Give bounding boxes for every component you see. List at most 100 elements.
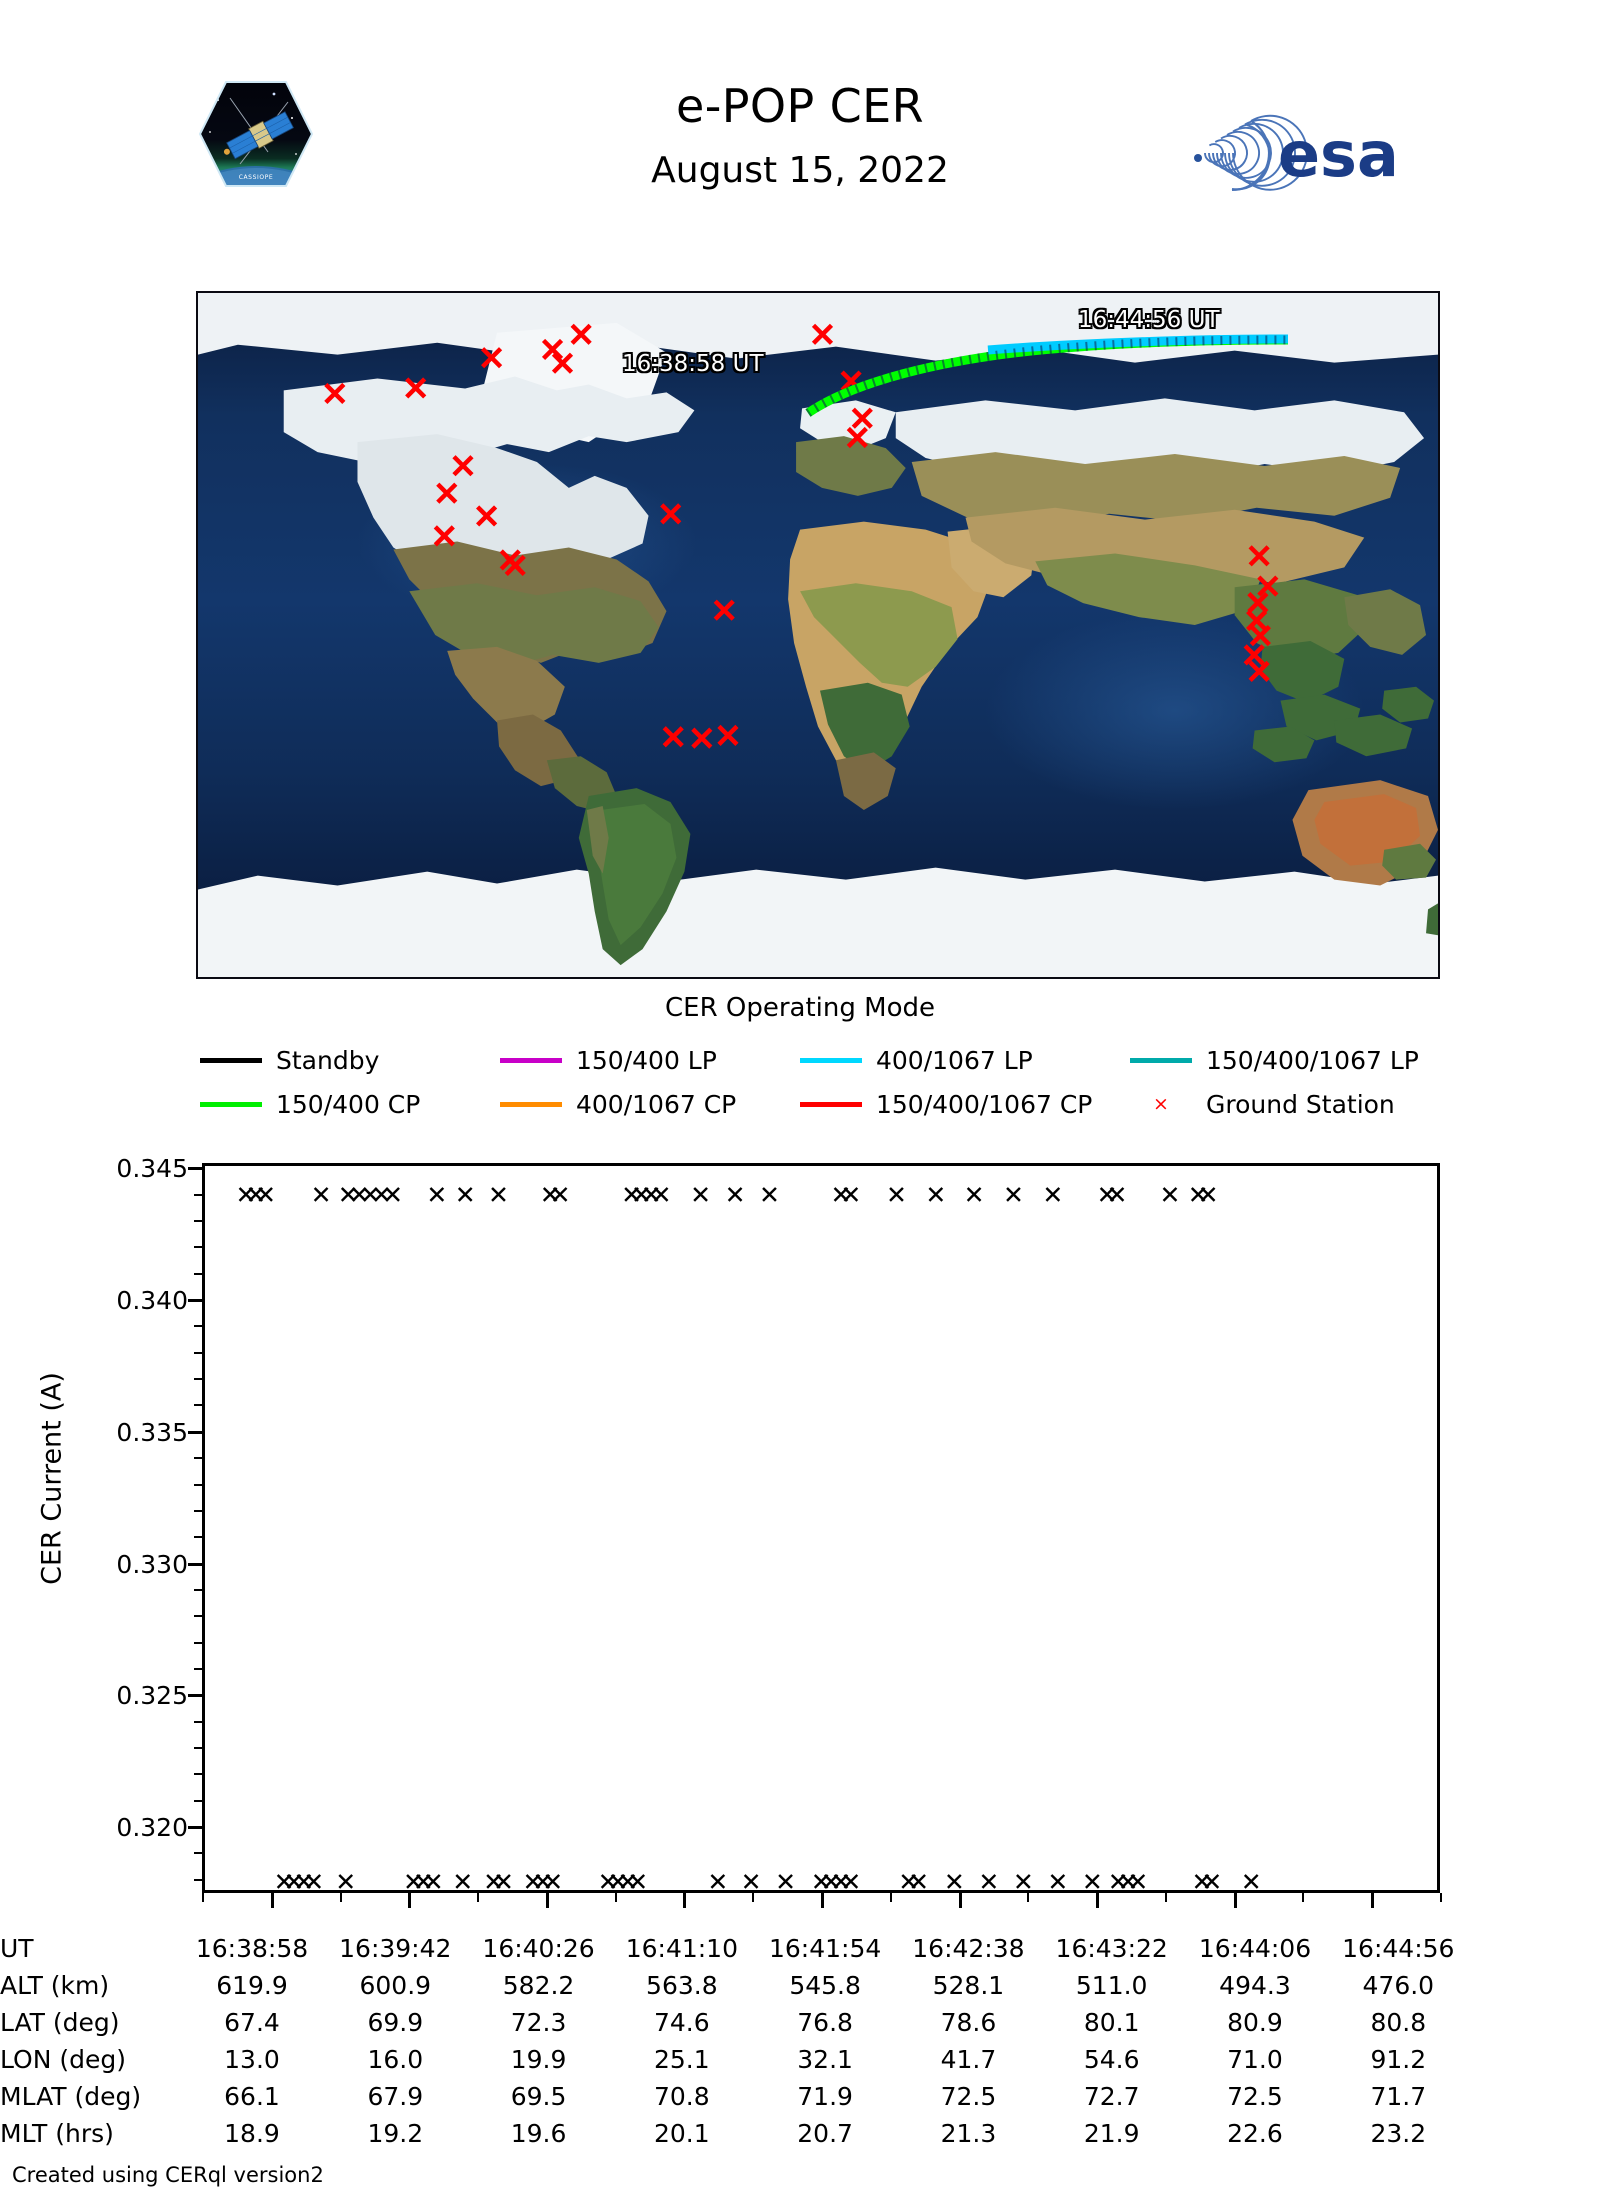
footer-credit: Created using CERql version2 [12, 2163, 324, 2187]
legend-label: 400/1067 CP [576, 1089, 737, 1119]
table-cell: 19.9 [510, 2045, 567, 2074]
track-end-time-label: 16:44:56 UT [1078, 307, 1220, 333]
table-row-label: UT [0, 1934, 34, 1963]
y-tick-label: 0.345 [116, 1154, 188, 1184]
legend-item-150-400-1067-cp[interactable]: 150/400/1067 CP [800, 1090, 1092, 1119]
y-tick-minor [194, 1799, 202, 1802]
y-tick-minor [194, 1852, 202, 1855]
data-point-marker: ✕ [740, 1867, 762, 1897]
data-point-marker: ✕ [492, 1867, 514, 1897]
table-cell: 70.8 [654, 2082, 710, 2111]
data-point-marker: ✕ [273, 1867, 295, 1897]
y-tick-major [188, 1826, 202, 1830]
data-point-marker: ✕ [1012, 1867, 1034, 1897]
data-point-marker: ✕ [597, 1867, 619, 1897]
y-tick-label: 0.335 [116, 1417, 188, 1447]
data-point-marker: ✕ [759, 1180, 781, 1210]
data-point-marker: ✕ [898, 1867, 920, 1897]
table-row-label: MLAT (deg) [0, 2082, 142, 2111]
legend-label: 150/400 CP [276, 1089, 421, 1119]
table-cell: 16.0 [367, 2045, 424, 2074]
y-tick-minor [194, 1536, 202, 1539]
y-axis-label: CER Current (A) [36, 1372, 68, 1585]
ephemeris-table: UT 16:38:58 16:39:42 16:40:26 16:41:10 16:41:… [0, 1930, 1600, 2152]
table-cell: 16:38:58 [195, 1934, 309, 1963]
table-cell: 16:39:42 [339, 1934, 452, 1963]
table-cell: 16:44:56 [1342, 1934, 1455, 1963]
table-cell: 600.9 [359, 1971, 432, 2000]
legend-item-150-400-cp[interactable]: 150/400 CP [200, 1090, 420, 1119]
y-tick-minor [194, 1773, 202, 1776]
data-point-marker: ✕ [422, 1867, 444, 1897]
data-point-marker: ✕ [245, 1180, 267, 1210]
legend-label: Standby [276, 1045, 380, 1075]
data-point-marker: ✕ [621, 1180, 643, 1210]
data-point-marker: ✕ [820, 1867, 842, 1897]
data-point-marker: ✕ [293, 1867, 315, 1897]
ground-station-marker [324, 382, 346, 405]
table-cell: 69.5 [510, 2082, 567, 2111]
page-date: August 15, 2022 [651, 150, 949, 192]
table-cell: 19.6 [510, 2119, 567, 2148]
data-point-marker: ✕ [403, 1867, 424, 1897]
data-point-marker: ✕ [630, 1180, 652, 1210]
data-point-marker: ✕ [925, 1180, 947, 1210]
legend-item-150-400-1067-lp[interactable]: 150/400/1067 LP [1130, 1046, 1419, 1075]
table-cell: 619.9 [216, 1971, 288, 2000]
x-tick-minor [1027, 1893, 1030, 1902]
data-point-marker: ✕ [810, 1867, 832, 1897]
world-map-panel[interactable]: 16:44:56 UT 16:38:58 UT [196, 291, 1440, 979]
data-point-marker: ✕ [1117, 1867, 1139, 1897]
legend-item-400-1067-lp[interactable]: 400/1067 LP [800, 1046, 1033, 1075]
data-point-marker: ✕ [1107, 1867, 1129, 1897]
ground-station-marker [1257, 575, 1279, 597]
table-cell: 20.7 [797, 2119, 853, 2148]
legend-item-ground-station[interactable]: × Ground Station [1130, 1090, 1395, 1119]
data-point-marker: ✕ [627, 1867, 649, 1897]
legend-item-150-400-lp[interactable]: 150/400 LP [500, 1046, 717, 1075]
legend-row: Standby 150/400 LP 400/1067 LP 150/400/1067… [200, 1038, 1440, 1082]
data-point-marker: ✕ [943, 1867, 965, 1897]
ground-station-marker [452, 455, 474, 477]
legend-item-standby[interactable]: Standby [200, 1046, 379, 1075]
y-tick-minor [194, 1272, 202, 1275]
table-cell: 76.8 [797, 2008, 853, 2037]
data-point-marker: ✕ [348, 1180, 370, 1210]
plot-frame[interactable]: ✕ ✕ ✕ ✕ ✕ ✕ ✕ ✕ ✕ ✕ ✕ ✕ ✕ ✕ ✕ ✕ ✕ ✕ ✕ ✕ ✕ ✕ ✕ ✕ ✕ ✕ ✕ ✕ ✕ ✕ ✕ ✕ ✕ ✕ ✕ ✕ ✕ ✕ ✕ ✕… [202, 1163, 1440, 1897]
ground-station-marker [662, 726, 684, 748]
x-tick-minor [1371, 1893, 1374, 1902]
table-cell: 71.9 [797, 2082, 853, 2111]
table-cell: 21.9 [1083, 2119, 1140, 2148]
data-point-marker: ✕ [617, 1867, 639, 1897]
ground-station-marker [1248, 545, 1270, 567]
ground-station-marker [851, 407, 873, 429]
data-point-marker: ✕ [1042, 1180, 1064, 1210]
ground-station-marker [436, 482, 458, 504]
legend-item-400-1067-cp[interactable]: 400/1067 CP [500, 1090, 736, 1119]
ground-station-marker [713, 599, 735, 621]
table-cell: 91.2 [1370, 2045, 1427, 2074]
data-point-marker: ✕ [452, 1867, 474, 1897]
cassiope-logo: CASSIOPE [196, 78, 316, 190]
table-cell: 32.1 [797, 2045, 853, 2074]
ground-station-marker [504, 554, 526, 577]
table-cell: 20.1 [654, 2119, 710, 2148]
data-point-marker: ✕ [1081, 1867, 1103, 1897]
x-tick-minor [614, 1893, 617, 1902]
data-point-marker: ✕ [382, 1180, 404, 1210]
x-tick-minor [889, 1893, 892, 1902]
y-tick-minor [194, 1720, 202, 1723]
data-point-marker: ✕ [840, 1180, 862, 1210]
table-cell: 23.2 [1370, 2119, 1427, 2148]
table-cell: 71.0 [1227, 2045, 1283, 2074]
y-tick-minor [194, 1509, 202, 1512]
table-cell: 71.7 [1370, 2082, 1427, 2111]
table-row: LON (deg) 13.0 16.0 19.9 25.1 32.1 41.7 54.6 71.… [0, 2041, 1470, 2078]
ground-station-marker [476, 505, 498, 527]
table-cell: 16:40:26 [482, 1934, 595, 1963]
table-cell: 72.7 [1083, 2082, 1140, 2111]
data-point-marker: ✕ [283, 1867, 305, 1897]
esa-logo: esa [1150, 108, 1450, 198]
table-cell: 563.8 [646, 1971, 718, 2000]
data-point-marker: ✕ [542, 1867, 564, 1897]
